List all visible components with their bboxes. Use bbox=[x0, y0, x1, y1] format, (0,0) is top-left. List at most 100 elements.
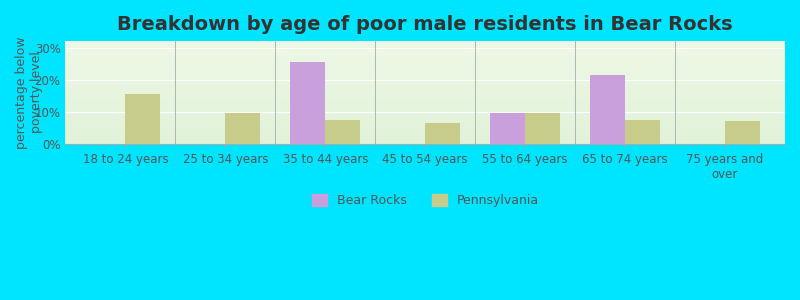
Bar bbox=[66, 77, 785, 78]
Title: Breakdown by age of poor male residents in Bear Rocks: Breakdown by age of poor male residents … bbox=[118, 15, 733, 34]
Bar bbox=[66, 43, 785, 44]
Bar bbox=[66, 70, 785, 71]
Bar bbox=[66, 140, 785, 141]
Bar bbox=[66, 98, 785, 99]
Bar bbox=[66, 51, 785, 52]
Bar bbox=[66, 68, 785, 69]
Bar bbox=[66, 69, 785, 70]
Bar bbox=[66, 94, 785, 95]
Bar bbox=[66, 105, 785, 106]
Bar bbox=[66, 83, 785, 84]
Bar bbox=[66, 100, 785, 101]
Bar bbox=[66, 121, 785, 122]
Bar bbox=[66, 131, 785, 132]
Y-axis label: percentage below
poverty level: percentage below poverty level bbox=[15, 36, 43, 149]
Bar bbox=[66, 106, 785, 107]
Bar bbox=[66, 95, 785, 96]
Bar bbox=[66, 138, 785, 139]
Bar bbox=[66, 72, 785, 73]
Bar bbox=[66, 61, 785, 62]
Bar bbox=[66, 79, 785, 80]
Bar bbox=[66, 102, 785, 103]
Bar bbox=[66, 76, 785, 77]
Bar bbox=[126, 94, 160, 144]
Bar bbox=[66, 143, 785, 144]
Bar bbox=[66, 111, 785, 112]
Bar bbox=[66, 65, 785, 66]
Bar bbox=[66, 54, 785, 55]
Bar bbox=[66, 135, 785, 136]
Bar bbox=[66, 86, 785, 87]
Bar bbox=[66, 110, 785, 111]
Bar bbox=[490, 113, 525, 144]
Bar bbox=[66, 47, 785, 48]
Bar bbox=[66, 89, 785, 90]
Bar bbox=[66, 107, 785, 108]
Bar bbox=[66, 44, 785, 45]
Bar bbox=[66, 75, 785, 76]
Bar bbox=[66, 87, 785, 88]
Bar bbox=[66, 58, 785, 59]
Bar bbox=[625, 120, 660, 144]
Bar bbox=[66, 117, 785, 118]
Bar bbox=[66, 118, 785, 119]
Bar bbox=[66, 71, 785, 72]
Bar bbox=[66, 63, 785, 64]
Bar bbox=[66, 132, 785, 133]
Bar bbox=[66, 82, 785, 83]
Bar bbox=[590, 75, 625, 144]
Bar bbox=[66, 123, 785, 124]
Bar bbox=[66, 41, 785, 42]
Bar bbox=[66, 116, 785, 117]
Bar bbox=[66, 104, 785, 105]
Bar bbox=[66, 96, 785, 97]
Bar bbox=[66, 48, 785, 49]
Bar bbox=[66, 84, 785, 85]
Bar bbox=[66, 66, 785, 67]
Bar bbox=[66, 137, 785, 138]
Bar bbox=[66, 52, 785, 53]
Bar bbox=[66, 93, 785, 94]
Bar bbox=[66, 60, 785, 61]
Legend: Bear Rocks, Pennsylvania: Bear Rocks, Pennsylvania bbox=[306, 189, 544, 212]
Bar bbox=[66, 134, 785, 135]
Bar bbox=[66, 99, 785, 100]
Bar bbox=[66, 64, 785, 65]
Bar bbox=[66, 85, 785, 86]
Bar bbox=[66, 62, 785, 63]
Bar bbox=[66, 130, 785, 131]
Bar bbox=[525, 113, 560, 144]
Bar bbox=[326, 120, 360, 144]
Bar bbox=[66, 126, 785, 127]
Bar bbox=[66, 101, 785, 102]
Bar bbox=[426, 123, 460, 144]
Bar bbox=[290, 62, 326, 144]
Bar bbox=[66, 53, 785, 54]
Bar bbox=[66, 42, 785, 43]
Bar bbox=[66, 78, 785, 79]
Bar bbox=[725, 122, 760, 144]
Bar bbox=[66, 67, 785, 68]
Bar bbox=[66, 136, 785, 137]
Bar bbox=[66, 114, 785, 115]
Bar bbox=[66, 124, 785, 125]
Bar bbox=[66, 120, 785, 121]
Bar bbox=[226, 113, 260, 144]
Bar bbox=[66, 55, 785, 56]
Bar bbox=[66, 90, 785, 91]
Bar bbox=[66, 46, 785, 47]
Bar bbox=[66, 92, 785, 93]
Bar bbox=[66, 45, 785, 46]
Bar bbox=[66, 97, 785, 98]
Bar bbox=[66, 74, 785, 75]
Bar bbox=[66, 128, 785, 129]
Bar bbox=[66, 119, 785, 120]
Bar bbox=[66, 125, 785, 126]
Bar bbox=[66, 129, 785, 130]
Bar bbox=[66, 108, 785, 109]
Bar bbox=[66, 115, 785, 116]
Bar bbox=[66, 57, 785, 58]
Bar bbox=[66, 59, 785, 60]
Bar bbox=[66, 56, 785, 57]
Bar bbox=[66, 122, 785, 123]
